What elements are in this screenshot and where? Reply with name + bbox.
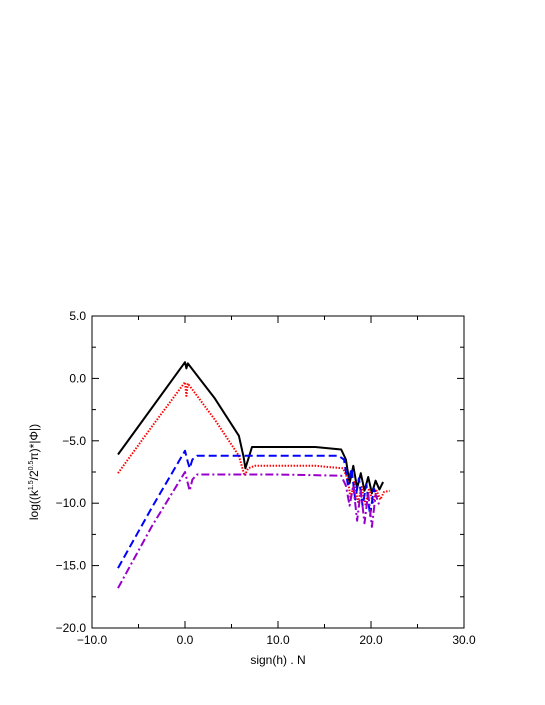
y-tick-label: 0.0 xyxy=(69,371,86,385)
y-tick-label: −15.0 xyxy=(56,559,87,573)
y-axis-label-mid: /2 xyxy=(27,470,41,480)
y-tick-label: −10.0 xyxy=(56,496,87,510)
series-line-1 xyxy=(117,361,384,495)
y-tick-label: −5.0 xyxy=(62,434,86,448)
series-line-2 xyxy=(117,381,390,506)
y-tick-label: 5.0 xyxy=(69,309,86,323)
y-axis-label-sup1: 1.5 xyxy=(28,480,35,490)
plot-frame xyxy=(91,315,465,629)
x-tick-label: 0.0 xyxy=(177,633,194,647)
series-line-4 xyxy=(117,471,381,589)
x-tick-label: −10.0 xyxy=(77,633,108,647)
x-tick-label: 20.0 xyxy=(359,633,383,647)
x-axis-label: sign(h) . N xyxy=(250,653,305,667)
y-axis-label-suffix: π)*|Φ|) xyxy=(27,424,41,461)
y-axis-label-sup2: 0.5 xyxy=(28,461,35,471)
y-tick-label: −20.0 xyxy=(56,621,87,635)
series-line-3 xyxy=(117,449,379,569)
x-tick-label: 10.0 xyxy=(266,633,290,647)
y-axis-label: log((k1.5/20.5π)*|Φ|) xyxy=(27,424,41,520)
x-tick-label: 30.0 xyxy=(452,633,476,647)
y-axis-label-prefix: log((k xyxy=(27,489,41,520)
axis-ticks xyxy=(91,315,465,629)
series-lines xyxy=(117,361,390,589)
axis-tick-labels: −10.0 0.0 10.0 20.0 30.0 −20.0 −15.0 −10.0 −5.0 0… xyxy=(56,309,476,647)
